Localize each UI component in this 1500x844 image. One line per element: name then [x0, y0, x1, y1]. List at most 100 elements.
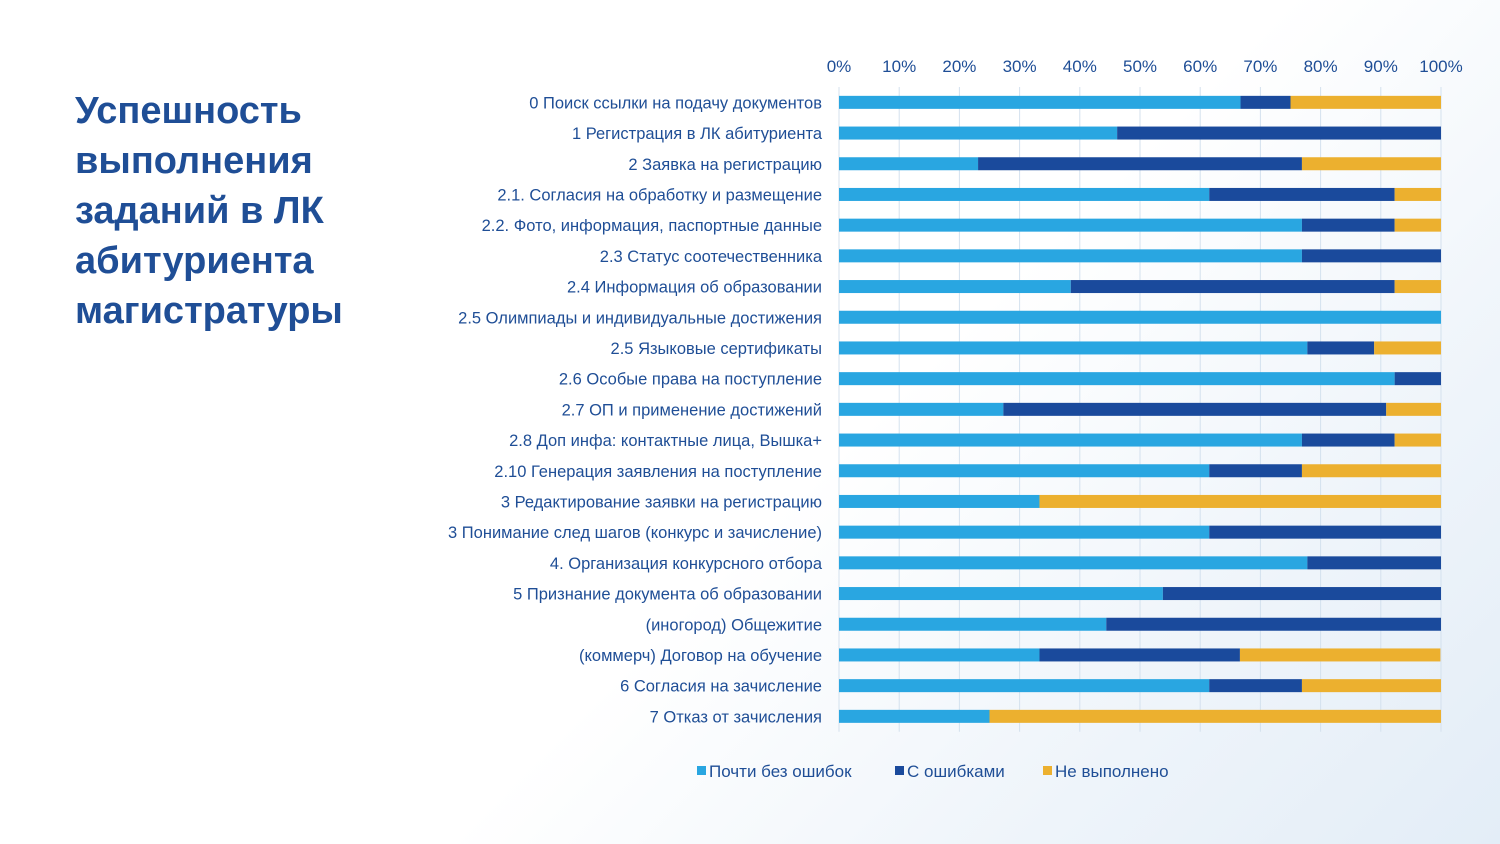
- bar-segment: [1301, 249, 1441, 263]
- bar-segment: [839, 709, 990, 723]
- bar-segment: [1394, 218, 1441, 232]
- bar-segment: [1301, 679, 1441, 693]
- bar-segment: [1070, 280, 1395, 294]
- category-label: (коммерч) Договор на обучение: [579, 647, 822, 665]
- x-tick-label: 0%: [827, 57, 852, 76]
- bar-segment: [1394, 372, 1441, 386]
- x-axis-ticks: 0% 10% 20% 30% 40% 50% 60% 70% 80% 90% 100%: [827, 57, 1463, 76]
- bar-segment: [1301, 157, 1441, 171]
- bars: [839, 95, 1441, 723]
- bar-segment: [1209, 187, 1395, 201]
- category-label: 3 Редактирование заявки на регистрацию: [501, 493, 822, 511]
- bar-segment: [839, 341, 1308, 355]
- category-label: 2.5 Языковые сертификаты: [611, 340, 822, 358]
- bar-segment: [839, 372, 1395, 386]
- legend-swatch: [697, 766, 706, 775]
- bar-segment: [1209, 679, 1302, 693]
- x-tick-label: 50%: [1123, 57, 1157, 76]
- slide-title: Успешность выполнения заданий в ЛК абиту…: [75, 86, 395, 336]
- x-tick-label: 60%: [1183, 57, 1217, 76]
- bar-segment: [839, 525, 1210, 539]
- legend-swatch: [1043, 766, 1052, 775]
- bar-segment: [1117, 126, 1441, 140]
- bar-segment: [1394, 280, 1441, 294]
- bar-segment: [1301, 464, 1441, 478]
- bar-segment: [1240, 95, 1291, 109]
- category-label: 0 Поиск ссылки на подачу документов: [529, 94, 822, 112]
- bar-segment: [1307, 341, 1375, 355]
- bar-segment: [839, 402, 1004, 416]
- bar-segment: [978, 157, 1302, 171]
- bar-segment: [839, 187, 1210, 201]
- bar-segment: [1374, 341, 1441, 355]
- title-line-3: заданий в ЛК: [75, 190, 324, 232]
- title-line-4: абитуриента: [75, 240, 314, 282]
- bar-segment: [839, 95, 1241, 109]
- category-label: 5 Признание документа об образовании: [513, 586, 822, 604]
- bar-segment: [1239, 648, 1441, 662]
- bar-segment: [1209, 464, 1302, 478]
- legend-label: Почти без ошибок: [709, 762, 852, 781]
- category-label: 2.4 Информация об образовании: [567, 279, 822, 297]
- bar-segment: [839, 464, 1210, 478]
- category-labels: 0 Поиск ссылки на подачу документов 1 Рег…: [448, 94, 823, 726]
- x-tick-label: 40%: [1063, 57, 1097, 76]
- title-line-5: магистратуры: [75, 290, 343, 332]
- bar-segment: [1162, 587, 1441, 601]
- bar-segment: [839, 157, 979, 171]
- bar-segment: [839, 280, 1071, 294]
- category-label: 4. Организация конкурсного отбора: [550, 555, 823, 573]
- bar-segment: [839, 679, 1210, 693]
- x-tick-label: 90%: [1364, 57, 1398, 76]
- x-tick-label: 30%: [1003, 57, 1037, 76]
- x-tick-label: 20%: [942, 57, 976, 76]
- x-tick-label: 10%: [882, 57, 916, 76]
- category-label: 2.2. Фото, информация, паспортные данные: [482, 217, 822, 235]
- category-label: 6 Согласия на зачисление: [620, 678, 822, 696]
- category-label: 7 Отказ от зачисления: [650, 708, 822, 726]
- bar-segment: [839, 587, 1163, 601]
- category-label: 2.10 Генерация заявления на поступление: [494, 463, 822, 481]
- bar-segment: [839, 433, 1302, 447]
- category-label: 2.7 ОП и применение достижений: [562, 401, 822, 419]
- bar-segment: [1307, 556, 1441, 570]
- category-label: 2.3 Статус соотечественника: [600, 248, 823, 266]
- bar-segment: [1394, 187, 1441, 201]
- bar-segment: [1386, 402, 1441, 416]
- category-label: 2.5 Олимпиады и индивидуальные достижени…: [458, 309, 822, 327]
- bar-segment: [839, 648, 1040, 662]
- x-tick-label: 80%: [1304, 57, 1338, 76]
- bar-segment: [1301, 218, 1395, 232]
- legend-swatch: [895, 766, 904, 775]
- x-tick-label: 100%: [1419, 57, 1462, 76]
- legend: Почти без ошибок С ошибками Не выполнено: [697, 762, 1169, 781]
- bar-segment: [1003, 402, 1387, 416]
- title-line-2: выполнения: [75, 140, 313, 182]
- bar-segment: [839, 310, 1441, 324]
- x-tick-label: 70%: [1243, 57, 1277, 76]
- category-label: 2.6 Особые права на поступление: [559, 371, 822, 389]
- bar-segment: [1039, 494, 1441, 508]
- bar-segment: [1209, 525, 1441, 539]
- category-label: 2.8 Доп инфа: контактные лица, Вышка+: [509, 432, 822, 450]
- category-label: (иногород) Общежитие: [646, 616, 822, 634]
- category-label: 3 Понимание след шагов (конкурс и зачисл…: [448, 524, 822, 542]
- bar-segment: [839, 556, 1308, 570]
- bar-segment: [1039, 648, 1240, 662]
- bar-segment: [1394, 433, 1441, 447]
- bar-segment: [839, 126, 1118, 140]
- bar-segment: [839, 617, 1107, 631]
- bar-segment: [1301, 433, 1395, 447]
- legend-label: С ошибками: [907, 762, 1005, 781]
- title-line-1: Успешность: [75, 90, 302, 132]
- legend-label: Не выполнено: [1055, 762, 1169, 781]
- bar-segment: [839, 494, 1040, 508]
- bar-segment: [989, 709, 1441, 723]
- bar-segment: [839, 249, 1302, 263]
- bar-segment: [1106, 617, 1441, 631]
- category-label: 2 Заявка на регистрацию: [628, 156, 822, 174]
- category-label: 2.1. Согласия на обработку и размещение: [497, 186, 822, 204]
- bar-segment: [1290, 95, 1441, 109]
